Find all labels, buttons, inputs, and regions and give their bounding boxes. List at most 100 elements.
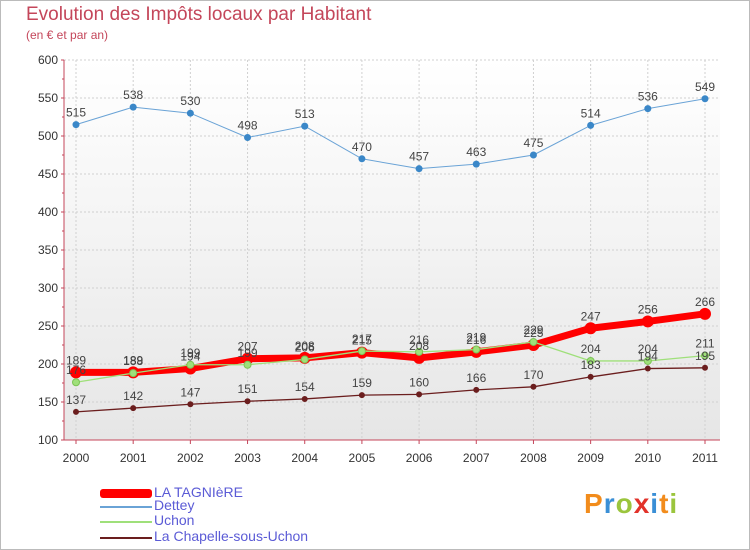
chart-title: Evolution des Impôts locaux par Habitant [26,4,372,25]
series-point [244,398,251,405]
data-label: 142 [123,389,143,403]
data-label: 217 [352,332,372,346]
data-label: 211 [695,337,714,351]
series-point [415,165,423,173]
y-tick-label: 100 [38,433,58,447]
x-tick-label: 2010 [634,451,661,465]
data-label: 204 [581,342,601,356]
series-point [358,155,366,163]
series-point [472,160,480,168]
logo-letter: x [633,488,651,519]
data-label: 513 [295,107,315,121]
data-label: 194 [180,350,200,364]
data-label: 549 [695,80,715,94]
x-tick-label: 2009 [577,451,604,465]
data-label: 470 [352,140,372,154]
data-label: 204 [638,342,658,356]
series-point [357,347,366,356]
x-tick-label: 2001 [120,451,147,465]
logo-letter: o [615,488,634,519]
series-point [301,395,308,402]
legend-label: La Chapelle-sous-Uchon [154,528,309,544]
data-label: 151 [238,382,258,396]
series-point [186,109,194,117]
series-point [301,122,309,130]
data-label: 147 [180,385,200,399]
data-label: 256 [638,302,658,316]
series-line-2 [75,341,706,383]
series-point [702,364,708,371]
series-line-0 [72,310,709,376]
x-tick-label: 2003 [234,451,261,465]
y-tick-label: 300 [38,281,58,295]
data-label: 498 [238,119,258,133]
series-point [187,401,194,408]
series-point [643,356,652,365]
logo-letter: i [650,488,660,519]
series-point [244,134,252,142]
chart-subtitle: (en € et par an) [26,28,109,42]
series-point [701,351,709,360]
data-label: 216 [409,333,429,347]
x-tick-label: 2002 [177,451,204,465]
x-tick-label: 2007 [463,451,490,465]
data-label: 199 [238,346,258,360]
logo-letter: i [669,488,679,519]
data-label: 475 [523,136,543,150]
data-label: 514 [581,106,601,120]
x-tick-label: 2011 [692,451,718,465]
series-point [472,345,481,354]
series-point [530,383,537,390]
data-label: 199 [180,346,200,360]
y-tick-label: 600 [38,53,58,67]
series-point [529,151,537,159]
x-tick-label: 2006 [406,451,433,465]
data-label: 154 [295,380,315,394]
data-label: 176 [66,363,86,377]
logo-letter: t [659,488,670,519]
data-label: 188 [123,354,143,368]
series-point [358,392,365,399]
legend-swatch [100,506,152,508]
series-point [186,360,195,369]
data-label: 463 [466,145,486,159]
series-point [129,103,137,111]
data-label: 137 [66,393,86,407]
data-label: 229 [523,323,543,337]
logo-letter: r [603,488,616,519]
data-label: 216 [466,333,486,347]
x-tick-label: 2005 [349,451,376,465]
x-tick-label: 2004 [291,451,318,465]
legend-label: Dettey [154,497,195,513]
data-label: 208 [295,339,315,353]
data-label: 189 [66,353,86,367]
data-label: 195 [695,349,715,363]
y-tick-label: 550 [38,91,58,105]
series-point [699,307,711,320]
series-point [130,405,137,412]
data-label: 225 [523,326,543,340]
y-tick-label: 400 [38,205,58,219]
series-point [641,315,654,328]
legend-label: Uchon [154,512,195,528]
data-label: 266 [695,295,715,309]
series-point [644,105,652,113]
series-point [701,95,709,103]
legend-swatch [100,489,152,498]
logo-letter: P [584,488,604,519]
data-label: 194 [638,350,658,364]
legend-swatch [100,521,152,523]
series-line-3 [75,367,706,413]
data-label: 515 [66,106,86,120]
data-label: 208 [409,339,429,353]
series-point [243,360,252,369]
data-label: 170 [523,368,543,382]
series-point [587,121,595,129]
series-point [73,408,79,415]
y-tick-label: 350 [38,243,58,257]
x-tick-label: 2000 [63,451,90,465]
y-tick-label: 150 [38,395,58,409]
data-label: 160 [409,375,429,389]
data-label: 215 [352,334,372,348]
